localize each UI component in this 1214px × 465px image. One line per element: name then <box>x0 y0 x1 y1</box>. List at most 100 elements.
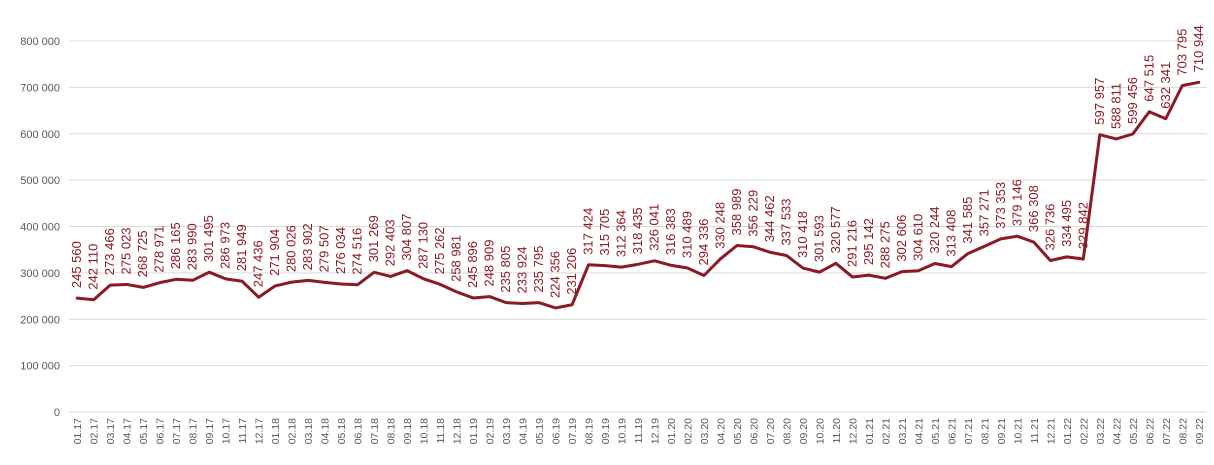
x-tick-label: 01.18 <box>270 418 282 444</box>
data-label: 242 110 <box>86 244 101 290</box>
data-label: 344 462 <box>762 195 777 242</box>
data-label: 316 383 <box>663 208 678 255</box>
data-label: 301 495 <box>201 215 216 262</box>
x-tick-label: 11.17 <box>237 418 249 444</box>
data-label: 279 507 <box>317 225 332 272</box>
data-label: 703 795 <box>1174 29 1189 76</box>
data-label: 301 593 <box>811 215 826 262</box>
data-label: 283 990 <box>185 223 200 270</box>
data-label: 341 585 <box>960 197 975 244</box>
x-tick-label: 09.18 <box>402 418 414 444</box>
x-tick-label: 09.21 <box>996 418 1008 444</box>
data-label: 357 271 <box>976 189 991 236</box>
data-label: 286 165 <box>168 222 183 269</box>
data-label: 317 424 <box>581 208 596 255</box>
x-tick-label: 10.18 <box>419 418 431 444</box>
x-tick-label: 06.18 <box>353 418 365 444</box>
data-label: 366 308 <box>1026 185 1041 232</box>
x-tick-label: 11.20 <box>831 418 843 444</box>
data-label: 334 495 <box>1059 200 1074 247</box>
x-tick-label: 07.20 <box>765 418 777 444</box>
data-label: 597 957 <box>1092 78 1107 125</box>
x-tick-label: 04.17 <box>122 418 134 444</box>
data-label: 276 034 <box>333 227 348 274</box>
data-label: 248 909 <box>482 240 497 287</box>
y-tick-label: 0 <box>54 407 60 419</box>
data-label: 588 811 <box>1108 83 1123 129</box>
data-label: 292 403 <box>383 219 398 266</box>
y-axis: 0 100 000 200 000 300 000 400 000 500 000 600 … <box>20 36 60 419</box>
x-tick-label: 04.18 <box>320 418 332 444</box>
data-label: 313 408 <box>943 210 958 257</box>
data-label: 275 262 <box>432 227 447 274</box>
x-tick-label: 06.19 <box>551 418 563 444</box>
gridlines <box>69 40 1207 413</box>
x-tick-label: 09.20 <box>798 418 810 444</box>
data-label: 326 736 <box>1042 203 1057 250</box>
x-tick-label: 07.21 <box>963 418 975 444</box>
x-tick-label: 05.17 <box>138 418 150 444</box>
x-tick-label: 02.19 <box>485 418 497 444</box>
x-axis: 01.17 02.17 03.17 04.17 05.17 06.17 07.17 08.17… <box>72 418 1206 444</box>
x-tick-label: 01.21 <box>864 418 876 444</box>
x-tick-label: 10.21 <box>1012 418 1024 444</box>
x-tick-label: 03.22 <box>1095 418 1107 444</box>
data-label: 283 902 <box>300 223 315 270</box>
x-tick-label: 05.18 <box>336 418 348 444</box>
data-label: 235 795 <box>531 246 546 293</box>
data-label: 224 356 <box>548 251 563 298</box>
data-label: 315 705 <box>597 209 612 256</box>
y-tick-label: 500 000 <box>20 175 60 187</box>
y-tick-label: 100 000 <box>20 361 60 373</box>
data-label: 271 904 <box>267 229 282 276</box>
x-tick-label: 01.20 <box>666 418 678 444</box>
y-tick-label: 400 000 <box>20 222 60 234</box>
x-tick-label: 12.21 <box>1045 418 1057 444</box>
x-tick-label: 08.21 <box>979 418 991 444</box>
x-tick-label: 08.17 <box>188 418 200 444</box>
data-label: 318 435 <box>630 207 645 254</box>
x-tick-label: 07.17 <box>171 418 183 444</box>
x-tick-label: 04.21 <box>913 418 925 444</box>
x-tick-label: 10.19 <box>617 418 629 444</box>
x-tick-label: 03.19 <box>501 418 513 444</box>
x-tick-label: 03.21 <box>897 418 909 444</box>
y-tick-label: 600 000 <box>20 129 60 141</box>
x-tick-label: 06.22 <box>1144 418 1156 444</box>
data-label: 337 533 <box>778 198 793 245</box>
x-tick-label: 02.21 <box>880 418 892 444</box>
data-label: 245 896 <box>465 241 480 288</box>
data-label: 326 041 <box>646 204 661 251</box>
x-tick-label: 09.22 <box>1194 418 1206 444</box>
x-tick-label: 04.19 <box>518 418 530 444</box>
data-label: 320 244 <box>927 206 942 253</box>
x-tick-label: 08.20 <box>781 418 793 444</box>
y-tick-label: 700 000 <box>20 82 60 94</box>
data-label: 302 606 <box>894 215 909 262</box>
data-label: 268 725 <box>135 230 150 277</box>
x-tick-label: 01.17 <box>72 418 84 444</box>
data-label: 275 023 <box>119 227 134 274</box>
data-label: 632 341 <box>1158 62 1173 109</box>
y-tick-label: 800 000 <box>20 36 60 48</box>
x-tick-label: 06.17 <box>155 418 167 444</box>
x-tick-label: 03.17 <box>105 418 117 444</box>
x-tick-label: 06.21 <box>946 418 958 444</box>
data-label: 273 466 <box>102 228 117 275</box>
data-label: 274 516 <box>350 228 365 275</box>
data-label: 330 248 <box>712 202 727 249</box>
x-tick-label: 04.22 <box>1111 418 1123 444</box>
data-label: 280 026 <box>284 225 299 272</box>
x-tick-label: 02.22 <box>1078 418 1090 444</box>
data-label: 295 142 <box>861 218 876 265</box>
x-tick-label: 04.20 <box>715 418 727 444</box>
x-tick-label: 08.18 <box>386 418 398 444</box>
data-label: 599 456 <box>1125 77 1140 124</box>
x-tick-label: 03.18 <box>303 418 315 444</box>
x-tick-label: 11.21 <box>1029 418 1041 444</box>
data-label: 233 924 <box>515 247 530 294</box>
x-tick-label: 02.18 <box>287 418 299 444</box>
x-tick-label: 03.20 <box>699 418 711 444</box>
x-tick-label: 05.20 <box>732 418 744 444</box>
